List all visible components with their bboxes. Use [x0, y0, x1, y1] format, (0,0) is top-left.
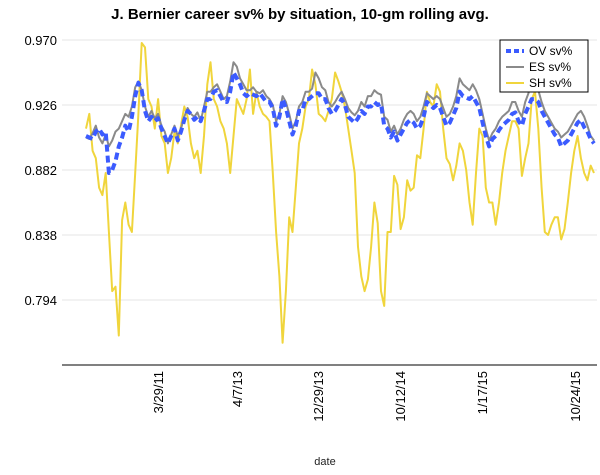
- series-line-ov: [85, 70, 596, 175]
- y-tick-label: 0.882: [24, 163, 57, 178]
- legend-label: ES sv%: [529, 60, 571, 74]
- legend-label: SH sv%: [529, 76, 572, 90]
- y-tick-label: 0.794: [24, 293, 57, 308]
- x-axis-ticks: 3/29/11 4/7/13 12/29/13 10/12/14 1/17/15 10/2…: [151, 371, 583, 422]
- legend-label: OV sv%: [529, 44, 573, 58]
- y-axis-ticks: 0.970 0.926 0.882 0.838 0.794: [24, 33, 57, 308]
- legend: OV sv% ES sv% SH sv%: [499, 39, 589, 93]
- legend-box: [499, 39, 589, 93]
- x-tick-label: 4/7/13: [230, 371, 245, 407]
- x-axis-label: date: [314, 456, 336, 468]
- x-tick-label: 10/12/14: [393, 371, 408, 422]
- y-tick-label: 0.838: [24, 228, 57, 243]
- chart-title: J. Bernier career sv% by situation, 10-g…: [111, 6, 489, 23]
- y-tick-label: 0.926: [24, 98, 57, 113]
- x-tick-label: 1/17/15: [475, 371, 490, 414]
- x-tick-label: 12/29/13: [311, 371, 326, 422]
- series-lines: [85, 42, 596, 344]
- x-tick-label: 10/24/15: [568, 371, 583, 422]
- series-line-sh: [85, 42, 595, 344]
- x-tick-label: 3/29/11: [151, 371, 166, 413]
- y-tick-label: 0.970: [24, 33, 57, 48]
